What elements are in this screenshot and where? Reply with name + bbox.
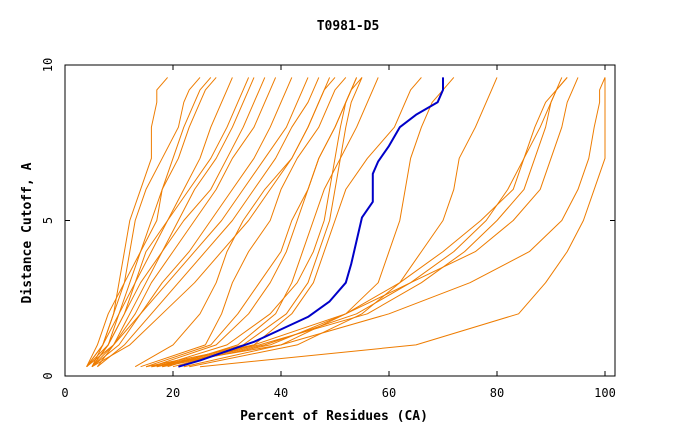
highlight-series-line	[178, 77, 444, 368]
x-tick-label: 80	[490, 386, 504, 400]
series-line-18	[156, 77, 358, 368]
y-tick-label: 5	[41, 217, 55, 224]
series-line-27	[145, 77, 579, 368]
series-line-8	[91, 77, 277, 368]
y-tick-label: 0	[41, 372, 55, 379]
series-line-4	[86, 77, 212, 367]
chart-title: T0981-D5	[317, 19, 380, 34]
series-layer	[86, 77, 606, 368]
x-tick-label: 60	[382, 386, 396, 400]
series-line-9	[86, 77, 266, 368]
tick-layer: 0 20 40 60 80 100 0 5 10	[41, 58, 616, 400]
x-axis-label: Percent of Residues (CA)	[240, 409, 428, 424]
series-line-29	[199, 77, 606, 368]
y-tick-label: 10	[41, 58, 55, 72]
series-line-19	[162, 77, 363, 368]
series-line-2	[86, 77, 201, 367]
x-tick-label: 40	[274, 386, 288, 400]
series-line-20	[167, 77, 379, 368]
series-line-6	[86, 77, 250, 367]
x-tick-label: 20	[166, 386, 180, 400]
series-line-7	[96, 77, 255, 367]
x-tick-label: 0	[61, 386, 68, 400]
series-line-21	[172, 77, 422, 368]
x-tick-label: 100	[594, 386, 616, 400]
series-line-26	[151, 77, 568, 368]
series-line-15	[140, 77, 347, 368]
series-line-22	[183, 77, 455, 368]
series-line-14	[134, 77, 336, 368]
series-line-28	[151, 77, 606, 368]
y-axis-label: Distance Cutoff, A	[20, 162, 35, 303]
series-line-11	[86, 77, 309, 368]
series-line-12	[97, 77, 320, 368]
series-line-3	[91, 77, 217, 367]
series-line-10	[91, 77, 293, 368]
